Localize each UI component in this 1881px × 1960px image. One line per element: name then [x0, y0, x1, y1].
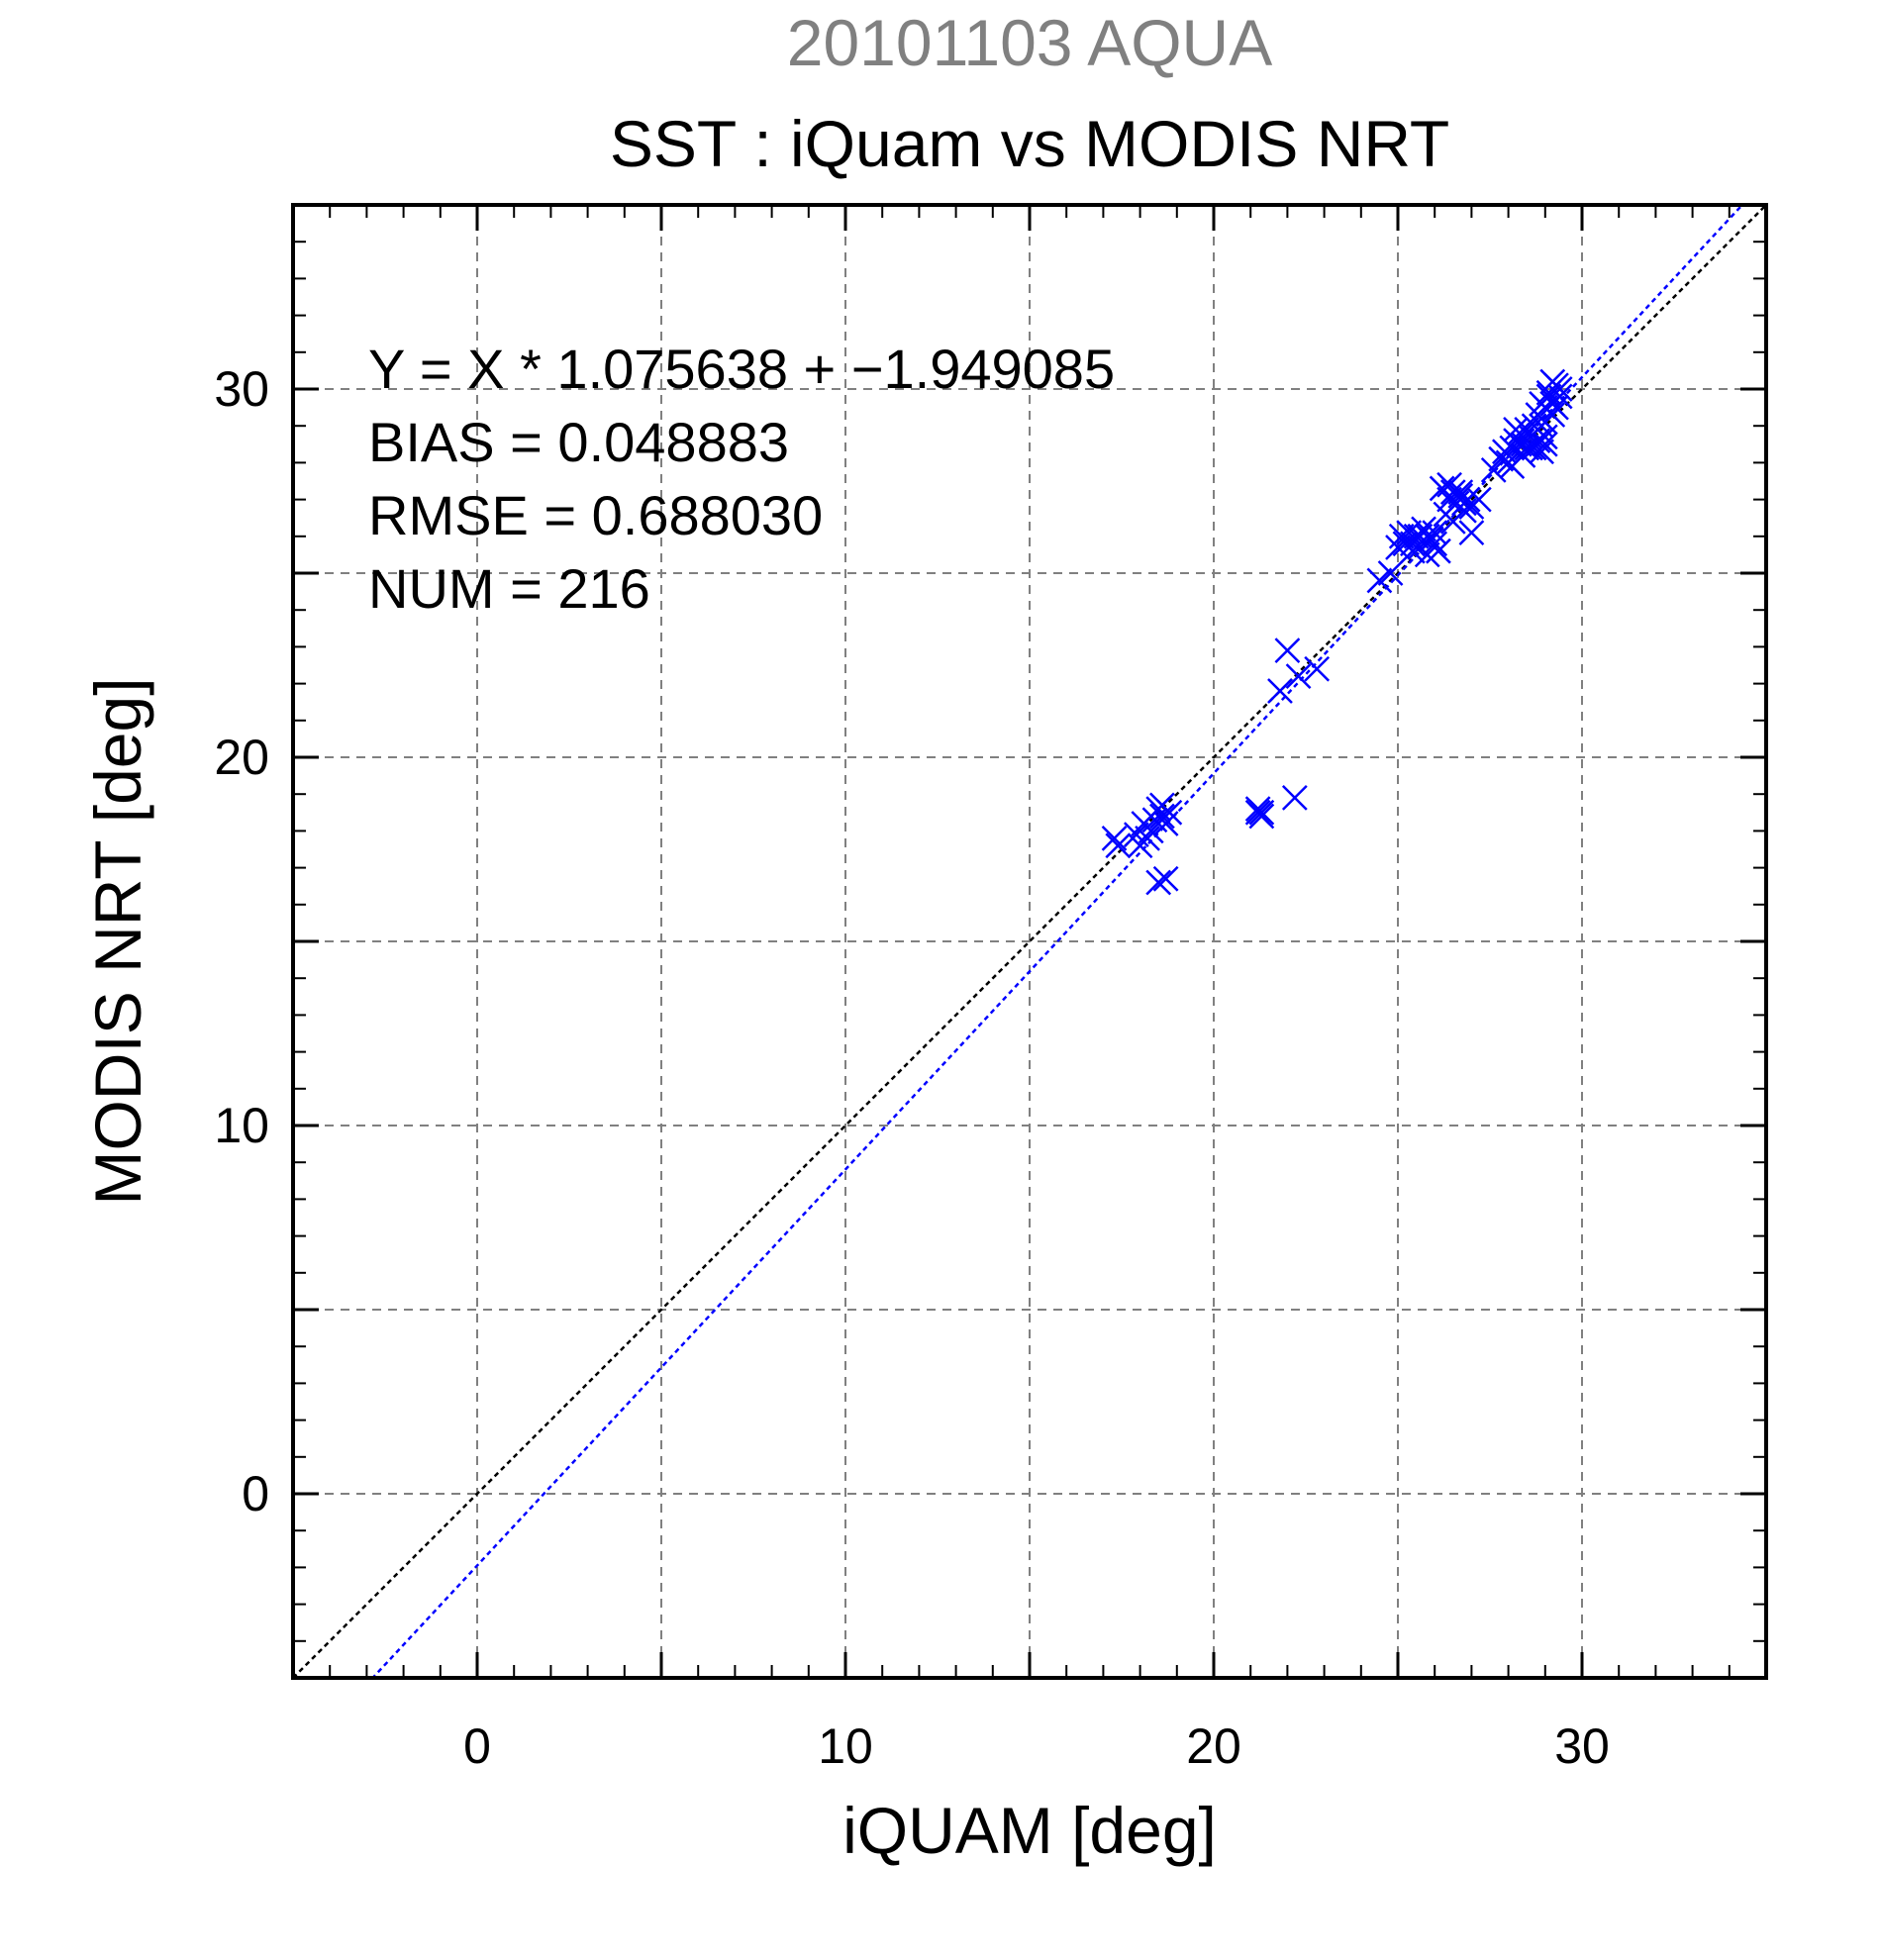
data-point-stroke [1411, 516, 1436, 542]
data-point-stroke [1248, 803, 1275, 830]
y-tick-label: 0 [242, 1466, 269, 1521]
data-point-stroke [1514, 435, 1540, 461]
data-point-stroke [1285, 663, 1312, 690]
data-point-stroke [1426, 538, 1451, 564]
data-point-stroke [1149, 803, 1175, 830]
data-point [1248, 799, 1275, 826]
data-point-stroke [1145, 869, 1172, 896]
data-point-stroke [1506, 431, 1533, 457]
plot-frame [291, 203, 1768, 1680]
data-point-stroke [1377, 560, 1404, 586]
data-point-stroke [1458, 520, 1485, 545]
x-tick-label: 30 [1554, 1718, 1610, 1774]
data-point-stroke [1267, 678, 1293, 704]
data-point [1499, 453, 1526, 480]
data-point [1248, 803, 1275, 830]
data-point [1149, 803, 1175, 830]
data-point-stroke [1436, 471, 1462, 498]
data-point [1407, 523, 1434, 549]
data-point [1514, 435, 1540, 461]
data-point-stroke [1105, 833, 1132, 859]
data-point [1539, 368, 1566, 395]
data-point [1529, 390, 1554, 417]
data-point-stroke [1248, 799, 1275, 826]
data-point [1281, 785, 1308, 811]
data-point-stroke [1152, 865, 1179, 892]
data-point [1506, 431, 1533, 457]
data-point [1135, 825, 1160, 851]
data-point-stroke [1539, 368, 1566, 395]
data-point-stroke [1529, 439, 1554, 465]
data-point [1458, 520, 1485, 545]
grid [293, 205, 1766, 1678]
data-point-stroke [1529, 390, 1554, 417]
data-point [1267, 678, 1293, 704]
data-point-stroke [1451, 497, 1477, 524]
y-axis-title: MODIS NRT [deg] [81, 677, 154, 1205]
data-point [1451, 497, 1477, 524]
data-point [1426, 538, 1451, 564]
data-point-stroke [1465, 486, 1492, 513]
data-point-stroke [1304, 655, 1331, 682]
data-point [1465, 486, 1492, 513]
data-point-stroke [1422, 531, 1448, 557]
chart-suptitle: 20101103 AQUA [787, 6, 1273, 79]
data-point-stroke [1543, 394, 1569, 421]
data-point-stroke [1499, 453, 1526, 480]
data-point-stroke [1149, 792, 1175, 819]
x-axis-title: iQUAM [deg] [842, 1794, 1217, 1867]
data-point-stroke [1123, 822, 1149, 848]
data-points [1101, 368, 1573, 896]
stats-rmse: RMSE = 0.688030 [368, 484, 823, 546]
data-point [1101, 825, 1128, 851]
data-point [1105, 833, 1132, 859]
data-point-stroke [1480, 456, 1507, 483]
data-point [1436, 471, 1462, 498]
stats-fit-equation: Y = X * 1.075638 + −1.949085 [368, 338, 1115, 400]
data-point-stroke [1101, 825, 1128, 851]
data-point [1422, 531, 1448, 557]
x-tick-labels: 0 10 20 30 [463, 1718, 1610, 1774]
y-tick-label: 30 [214, 361, 269, 417]
data-point [1529, 439, 1554, 465]
y-tick-label: 20 [214, 730, 269, 785]
data-point [1274, 637, 1301, 664]
y-tick-labels: 0 10 20 30 [214, 361, 269, 1521]
data-point-stroke [1525, 428, 1551, 453]
minor-ticks [293, 205, 1766, 1678]
data-point-stroke [1503, 417, 1529, 442]
stats-num: NUM = 216 [368, 557, 650, 620]
chart-title: SST : iQuam vs MODIS NRT [610, 107, 1449, 180]
data-point [1145, 869, 1172, 896]
data-point [1304, 655, 1331, 682]
x-tick-label: 10 [818, 1718, 873, 1774]
data-point-stroke [1274, 637, 1301, 664]
x-tick-label: 20 [1186, 1718, 1241, 1774]
data-point [1149, 792, 1175, 819]
data-point [1532, 424, 1558, 450]
data-point [1377, 560, 1404, 586]
data-point [1366, 567, 1393, 594]
data-point-stroke [1135, 825, 1160, 851]
stats-box: Y = X * 1.075638 + −1.949085 BIAS = 0.04… [368, 338, 1115, 620]
data-point-stroke [1407, 523, 1434, 549]
data-point-stroke [1366, 567, 1393, 594]
x-tick-label: 0 [463, 1718, 491, 1774]
y-tick-label: 10 [214, 1098, 269, 1153]
data-point [1285, 663, 1312, 690]
data-point-stroke [1532, 424, 1558, 450]
data-point-stroke [1281, 785, 1308, 811]
stats-bias: BIAS = 0.048883 [368, 411, 789, 473]
data-point [1152, 865, 1179, 892]
